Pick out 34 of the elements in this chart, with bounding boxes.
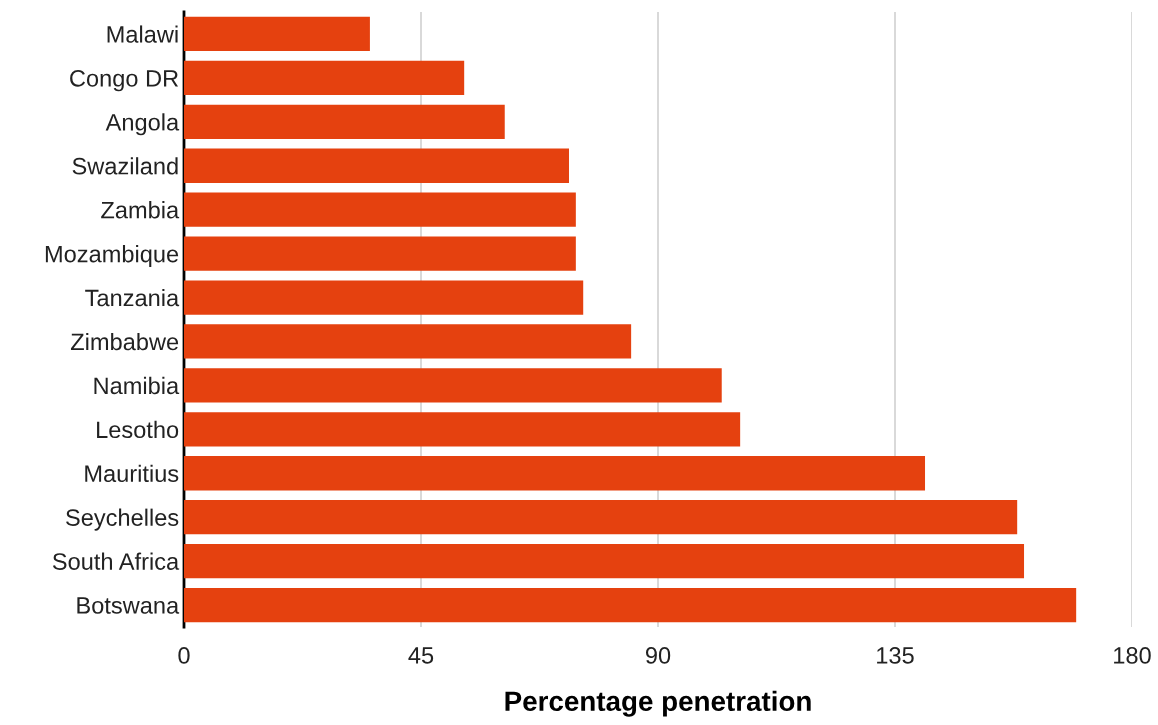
bar: [184, 104, 505, 139]
y-tick-label: Lesotho: [97, 420, 179, 439]
bar: [184, 500, 1018, 535]
bar: [184, 368, 722, 403]
bar: [184, 456, 926, 491]
bar: [184, 587, 1077, 623]
y-tick-label: Swaziland: [72, 157, 178, 175]
bar: [184, 148, 569, 183]
y-tick-label: Seychelles: [66, 508, 179, 531]
y-tick-label: Zimbabwe: [70, 332, 179, 351]
bar: [184, 324, 632, 359]
x-tick-label: 45: [408, 647, 434, 664]
bar: [184, 192, 576, 227]
bar: [184, 543, 1025, 579]
x-axis-title: Percentage penetration: [505, 690, 811, 717]
y-tick-label: Congo DR: [70, 69, 179, 92]
x-tick-label: 135: [877, 647, 914, 664]
y-tick-label: Botswana: [77, 597, 180, 614]
bar: [184, 412, 741, 447]
x-tick-label: 180: [1114, 647, 1151, 664]
y-tick-label: Namibia: [94, 376, 180, 395]
y-tick-label: South Africa: [52, 552, 180, 570]
bar: [184, 16, 370, 52]
bar: [184, 280, 584, 315]
y-tick-label: Mauritius: [85, 464, 179, 483]
y-tick-label: Mozambique: [45, 245, 179, 268]
bar: [184, 60, 465, 96]
y-tick-label: Tanzania: [85, 288, 180, 307]
x-tick-label: 0: [178, 647, 190, 664]
y-tick-label: Malawi: [107, 25, 178, 43]
y-tick-label: Zambia: [101, 201, 180, 219]
bar: [184, 236, 576, 271]
y-tick-label: Angola: [105, 113, 180, 136]
x-tick-label: 90: [645, 647, 671, 664]
